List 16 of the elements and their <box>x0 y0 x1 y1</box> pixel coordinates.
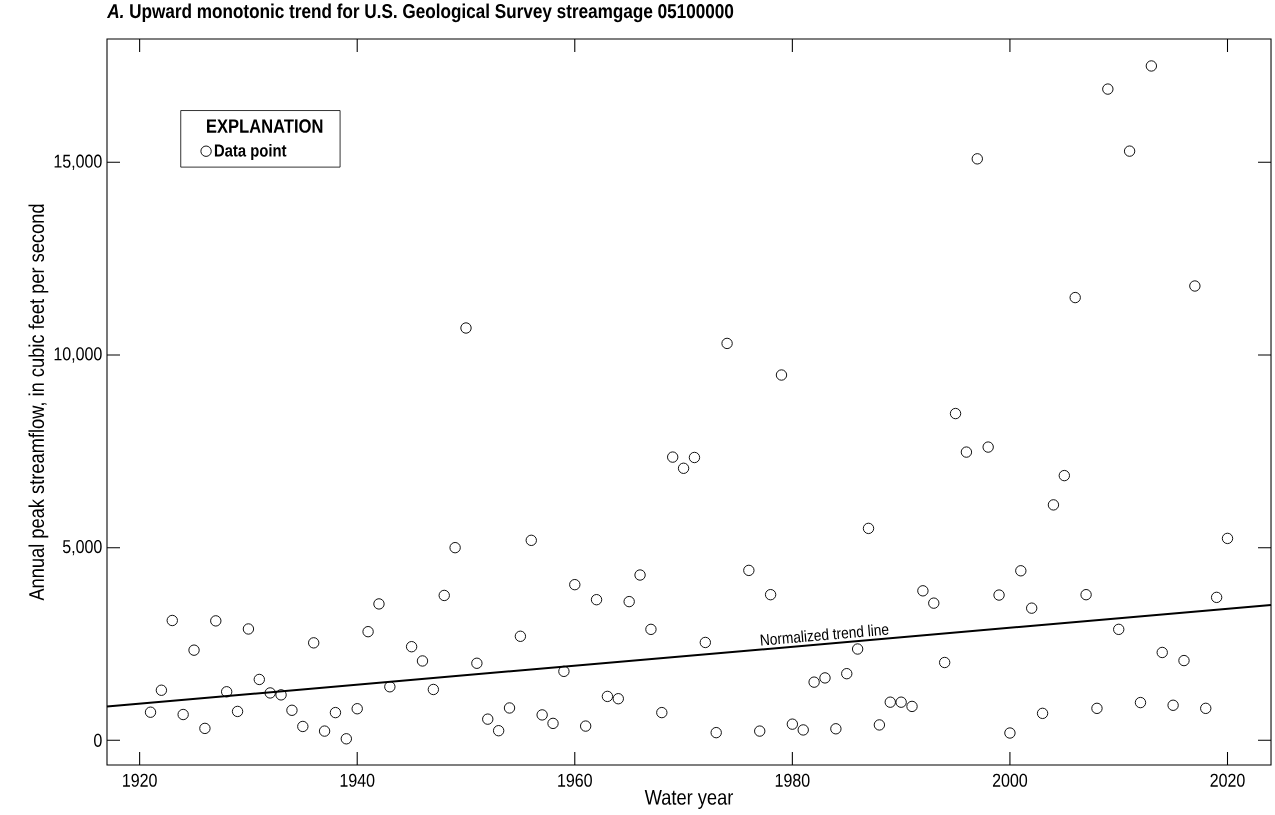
chart-title: A. Upward monotonic trend for U.S. Geological Survey streamgage 05100000 <box>106 3 734 23</box>
y-tick-label: 15,000 <box>54 154 102 170</box>
x-axis-title: Water year <box>644 789 734 810</box>
x-tick-label: 1980 <box>775 773 810 787</box>
x-tick-label: 2020 <box>1210 773 1245 787</box>
series-label: Normalized trend line <box>760 624 889 646</box>
y-tick-label: 10,000 <box>54 347 102 363</box>
y-tick-label: 0 <box>94 733 102 747</box>
x-tick-label: 2000 <box>992 773 1028 787</box>
y-axis-title: Annual peak streamflow, in cubic feet per second <box>28 204 49 601</box>
x-tick-label: 1960 <box>558 773 592 787</box>
x-tick-label: 1940 <box>340 773 375 787</box>
y-tick-label: 5,000 <box>62 539 102 556</box>
x-tick-label: 1920 <box>123 773 157 787</box>
legend-label: Data point <box>214 143 287 161</box>
legend-title: EXPLANATION <box>207 119 323 133</box>
